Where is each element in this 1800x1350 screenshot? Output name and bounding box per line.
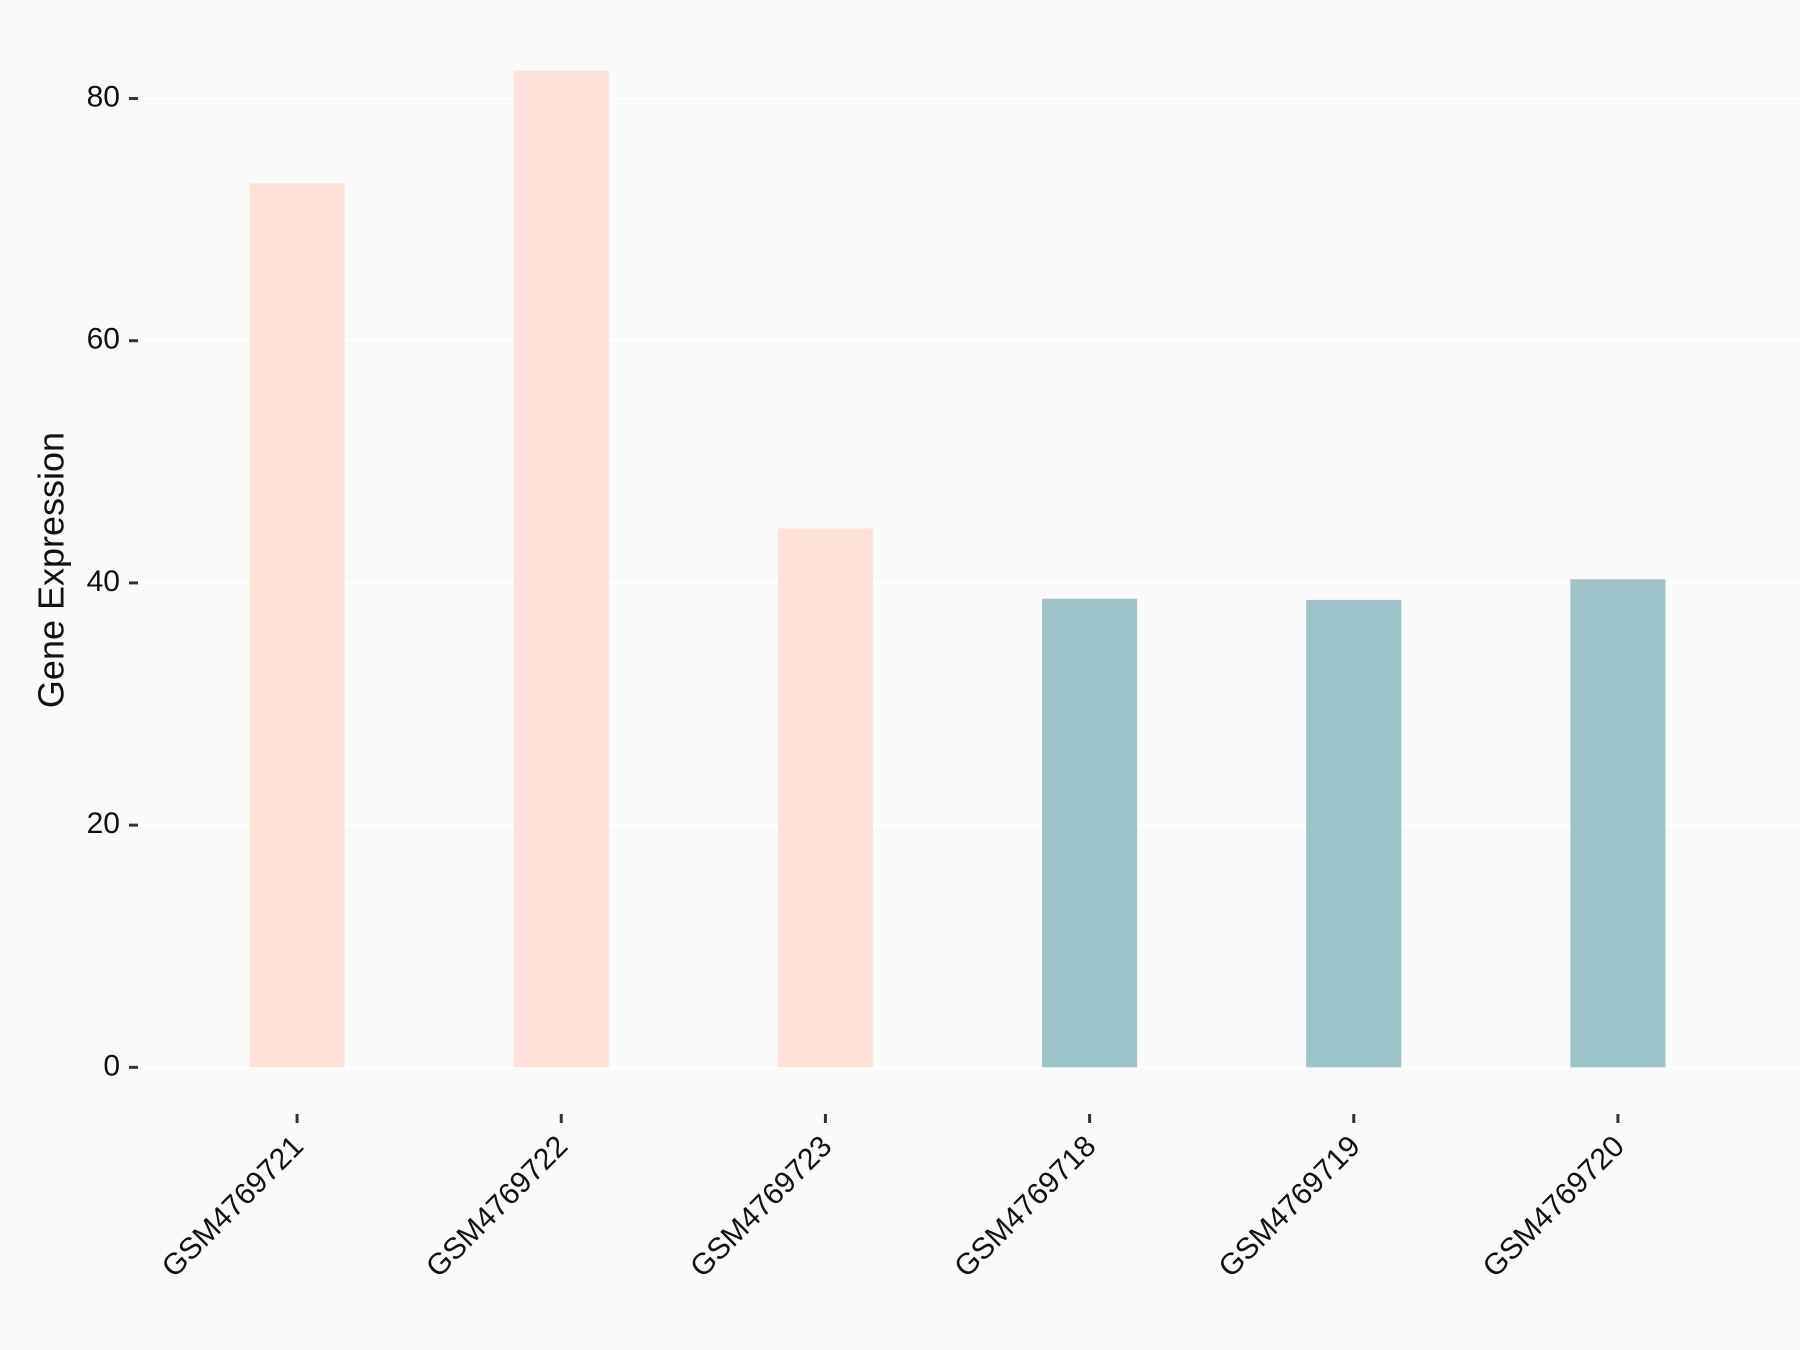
y-tick-label: 60 [87, 323, 120, 356]
bar [1042, 598, 1138, 1068]
y-tick-label: 80 [87, 80, 120, 113]
bar [249, 183, 345, 1068]
y-axis-title: Gene Expression [31, 432, 72, 708]
bar [777, 528, 873, 1068]
y-tick-label: 0 [103, 1049, 120, 1082]
bar [1570, 579, 1666, 1068]
bar [513, 70, 609, 1068]
y-tick-label: 20 [87, 807, 120, 840]
y-tick-label: 40 [87, 565, 120, 598]
bar [1306, 599, 1402, 1068]
